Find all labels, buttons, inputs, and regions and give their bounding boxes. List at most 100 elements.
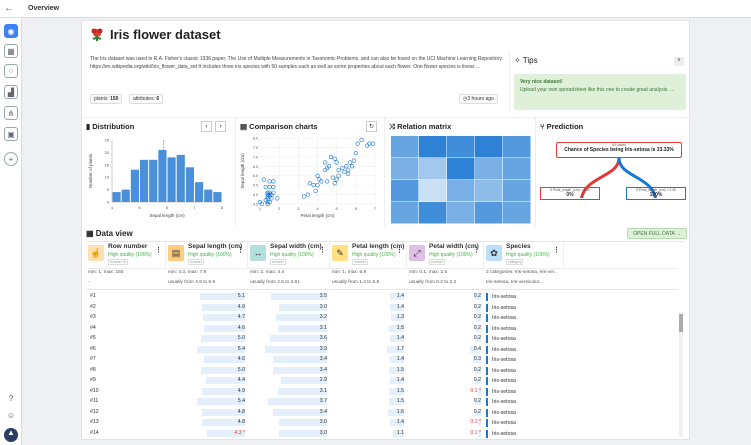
column-header[interactable]: ⤢ Petal width (cm) High quality (100%) n… xyxy=(407,242,484,267)
vertical-scrollbar[interactable] xyxy=(679,312,683,437)
table-row[interactable]: #4 4.6 3.1 1.5 0.2 Iris-setosa xyxy=(86,324,678,334)
cell-value: 1.5 xyxy=(396,324,404,331)
table-row[interactable]: #14 4.3 * 3.0 1.1 0.1 * Iris-setosa xyxy=(86,429,678,439)
species-cell: Iris-setosa xyxy=(486,314,546,322)
chart-icon[interactable]: ▟ xyxy=(4,85,18,99)
species-cell: Iris-setosa xyxy=(486,303,546,312)
value-bar xyxy=(475,408,481,416)
cell-value: 0.2 xyxy=(473,377,481,383)
column-header[interactable]: ✿ Species High quality (100%) category ⋮ xyxy=(484,242,564,267)
column-name: Petal length (cm) xyxy=(352,243,405,250)
scatter-point xyxy=(324,179,330,184)
value-bar xyxy=(475,314,481,322)
heatmap-cell xyxy=(475,202,503,224)
open-full-data-button[interactable]: OPEN FULL DATA → xyxy=(627,228,687,239)
row-number: #13 xyxy=(90,419,99,425)
species-cell: Iris-setosa xyxy=(486,398,546,406)
table-icon[interactable]: ▦ xyxy=(4,44,18,58)
distribution-title: ▮ Distribution xyxy=(86,122,135,131)
value-bar xyxy=(475,303,481,311)
width-icon: ↔ xyxy=(250,245,266,261)
cell-value: 0.2 xyxy=(473,366,481,373)
value-bar xyxy=(206,377,245,385)
heatmap-cell xyxy=(391,136,419,158)
tips-box: Very nice dataset! Upload your own sprea… xyxy=(514,74,686,110)
y-tick-label: 5.5 xyxy=(253,184,258,188)
value-bar xyxy=(202,408,245,416)
column-menu-icon[interactable]: ⋮ xyxy=(553,247,560,254)
table-row[interactable]: #5 5.0 3.6 1.4 0.2 Iris-setosa xyxy=(86,334,678,344)
table-row[interactable]: #8 5.0 3.4 1.5 0.2 Iris-setosa xyxy=(86,366,678,376)
refresh-icon[interactable]: ↻ xyxy=(366,121,377,132)
help-icon[interactable]: ? xyxy=(8,394,14,403)
table-row[interactable]: #10 4.9 3.1 1.5 0.1 * Iris-setosa xyxy=(86,387,678,397)
y-tick-label: 7.0 xyxy=(253,155,258,159)
scatter-point xyxy=(317,177,322,182)
value-bar xyxy=(475,324,481,332)
value-bar xyxy=(389,377,404,385)
value-bar xyxy=(197,345,245,353)
layout-icon[interactable]: ▣ xyxy=(4,127,18,141)
column-header[interactable]: ↔ Sepal width (cm) High quality (100%) n… xyxy=(248,242,330,267)
table-row[interactable]: #1 5.1 3.5 1.4 0.2 Iris-setosa xyxy=(86,292,678,302)
logo-icon[interactable]: ▲ xyxy=(4,428,18,442)
value-bar xyxy=(390,314,404,322)
value-bar xyxy=(203,314,245,322)
value-bar xyxy=(472,356,481,364)
species-cell: Iris-setosa xyxy=(486,345,546,354)
table-row[interactable]: #13 4.8 3.0 1.4 0.1 * Iris-setosa xyxy=(86,418,678,428)
scatter-point xyxy=(265,190,270,195)
heatmap-cell xyxy=(503,202,531,224)
tips-menu-icon[interactable]: ≡ xyxy=(674,57,684,66)
overview-panel: Iris flower dataset The Iris dataset was… xyxy=(81,20,691,440)
column-header[interactable]: ▤ Sepal length (cm) High quality (100%) … xyxy=(166,242,248,267)
value-bar xyxy=(389,293,404,301)
scatter-icon[interactable]: ⁘ xyxy=(4,64,18,78)
table-row[interactable]: #11 5.4 3.7 1.5 0.2 Iris-setosa xyxy=(86,397,678,407)
table-row[interactable]: #12 4.8 3.4 1.6 0.2 Iris-setosa xyxy=(86,408,678,418)
heatmap-cell xyxy=(503,158,531,180)
table-row[interactable]: #2 4.9 3.0 1.4 0.2 Iris-setosa xyxy=(86,303,678,313)
table-row[interactable]: #9 4.4 2.9 1.4 0.2 Iris-setosa xyxy=(86,376,678,386)
value-bar xyxy=(276,314,327,322)
species-cell: Iris-setosa xyxy=(486,429,546,438)
column-menu-icon[interactable]: ⋮ xyxy=(473,247,480,254)
column-usual-range: usually from 4.8 to 6.9 xyxy=(168,280,216,285)
next-button[interactable]: › xyxy=(215,121,226,132)
value-bar xyxy=(277,387,327,395)
column-menu-icon[interactable]: ⋮ xyxy=(155,247,162,254)
graph-icon[interactable]: ⋔ xyxy=(4,106,18,120)
top-bar: ← Overview xyxy=(0,0,751,18)
column-menu-icon[interactable]: ⋮ xyxy=(237,247,244,254)
column-menu-icon[interactable]: ⋮ xyxy=(396,247,403,254)
table-row[interactable]: #7 4.6 3.4 1.4 0.3 Iris-setosa xyxy=(86,355,678,365)
value-bar xyxy=(201,303,245,311)
y-axis-label: Number of plants xyxy=(88,153,93,188)
value-bar xyxy=(392,429,404,437)
user-icon[interactable]: ☺ xyxy=(6,411,16,420)
value-bar xyxy=(388,324,404,332)
heatmap-cell xyxy=(391,202,419,224)
eye-icon[interactable]: ◉ xyxy=(4,24,18,38)
column-quality: High quality (100%) xyxy=(188,252,232,258)
scatter-point xyxy=(359,137,364,142)
value-bar xyxy=(202,419,245,427)
prev-button[interactable]: ‹ xyxy=(201,121,212,132)
column-menu-icon[interactable]: ⋮ xyxy=(319,247,326,254)
column-header[interactable]: ✎ Petal length (cm) High quality (100%) … xyxy=(330,242,407,267)
column-stat: min: 4.3, max: 7.9 xyxy=(168,270,207,275)
species-cell: Iris-setosa xyxy=(486,293,546,301)
table-row[interactable]: #6 5.4 3.9 1.7 0.4 Iris-setosa xyxy=(86,345,678,355)
value-bar xyxy=(475,377,481,385)
arrow-left-icon[interactable]: ← xyxy=(4,3,14,14)
table-row[interactable]: #3 4.7 3.2 1.3 0.2 Iris-setosa xyxy=(86,313,678,323)
column-header[interactable]: ☝ Row number High quality (100%) number … xyxy=(86,242,166,267)
heatmap-cell xyxy=(419,136,447,158)
cell-value: 0.4 xyxy=(473,345,481,352)
row-number: #4 xyxy=(90,324,96,331)
scatter-point xyxy=(346,167,351,173)
add-icon[interactable]: + xyxy=(4,152,18,166)
cell-value: 3.4 xyxy=(319,408,327,415)
cell-value: 4.6 xyxy=(237,356,245,362)
cell-value: 3.0 xyxy=(319,419,327,425)
